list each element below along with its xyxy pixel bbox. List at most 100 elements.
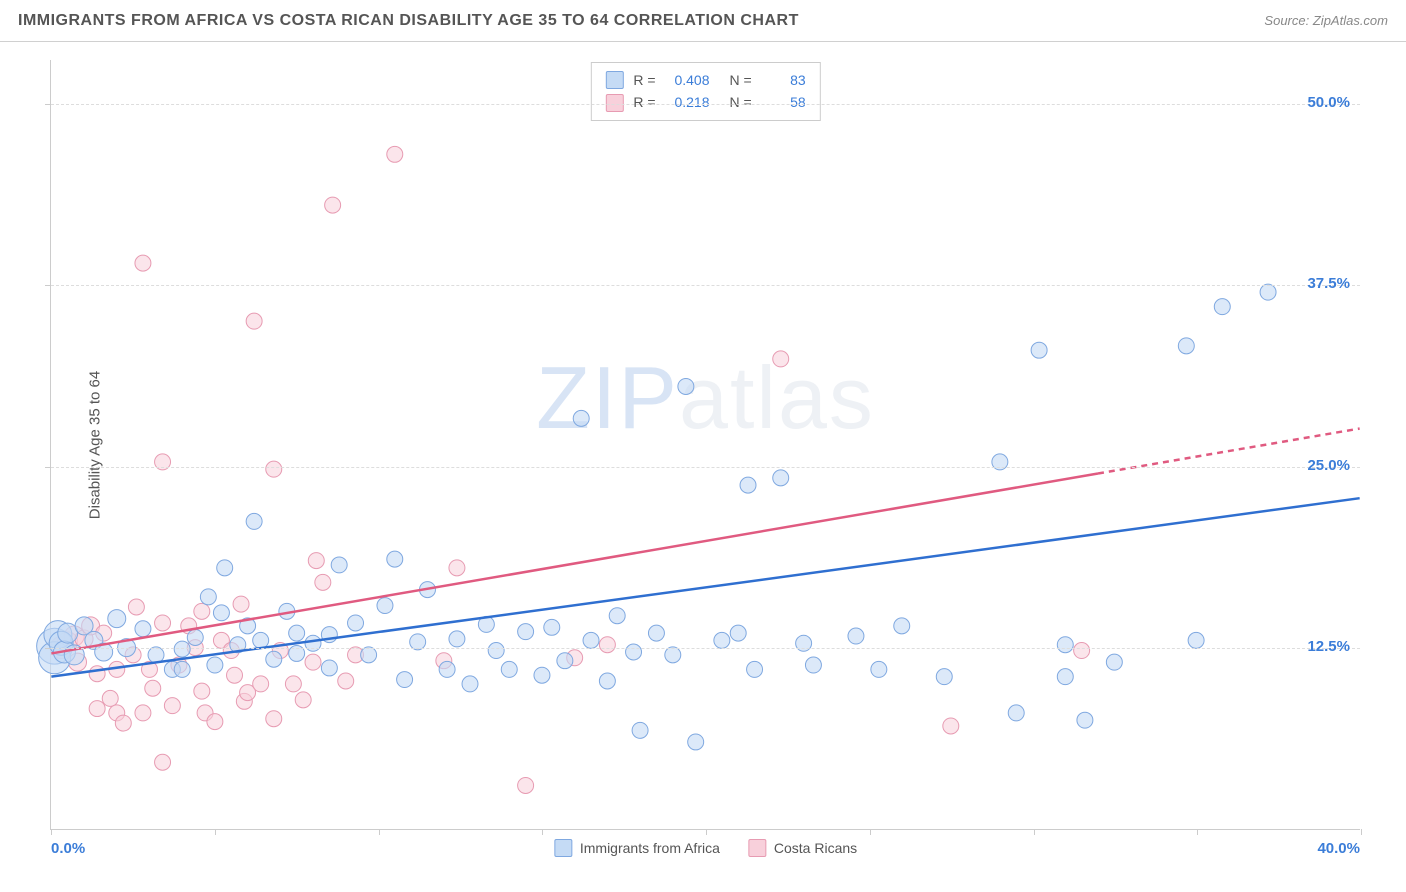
scatter-point-africa [740, 477, 756, 493]
scatter-point-africa [397, 672, 413, 688]
gridline [51, 648, 1360, 649]
scatter-point-costarica [102, 690, 118, 706]
chart-title: IMMIGRANTS FROM AFRICA VS COSTA RICAN DI… [18, 12, 799, 30]
trend-line-costarica [51, 474, 1098, 654]
scatter-point-africa [187, 629, 203, 645]
scatter-point-costarica [773, 351, 789, 367]
y-tick [45, 104, 51, 105]
stats-r-value: 0.218 [666, 91, 710, 113]
header-bar: IMMIGRANTS FROM AFRICA VS COSTA RICAN DI… [0, 0, 1406, 42]
scatter-point-africa [648, 625, 664, 641]
scatter-point-costarica [194, 683, 210, 699]
y-tick [45, 285, 51, 286]
stats-row: R =0.408N =83 [605, 69, 805, 91]
scatter-point-africa [544, 619, 560, 635]
x-tick [706, 829, 707, 835]
scatter-point-costarica [89, 666, 105, 682]
scatter-point-costarica [305, 654, 321, 670]
scatter-point-africa [714, 632, 730, 648]
scatter-point-africa [1214, 299, 1230, 315]
scatter-point-costarica [308, 553, 324, 569]
scatter-point-costarica [227, 667, 243, 683]
source-attribution: Source: ZipAtlas.com [1264, 13, 1388, 28]
scatter-point-africa [1057, 669, 1073, 685]
scatter-point-africa [200, 589, 216, 605]
scatter-point-costarica [164, 698, 180, 714]
scatter-point-africa [894, 618, 910, 634]
scatter-point-costarica [387, 146, 403, 162]
x-tick [215, 829, 216, 835]
x-tick [870, 829, 871, 835]
scatter-point-africa [599, 673, 615, 689]
scatter-point-africa [730, 625, 746, 641]
scatter-point-costarica [207, 714, 223, 730]
x-tick [1034, 829, 1035, 835]
stats-row: R =0.218N =58 [605, 91, 805, 113]
scatter-point-africa [266, 651, 282, 667]
stats-swatch [605, 94, 623, 112]
y-tick-label: 37.5% [1307, 275, 1350, 292]
scatter-point-africa [108, 610, 126, 628]
scatter-point-africa [1106, 654, 1122, 670]
scatter-point-africa [348, 615, 364, 631]
chart-svg [51, 60, 1360, 829]
stats-r-value: 0.408 [666, 69, 710, 91]
scatter-point-africa [488, 643, 504, 659]
scatter-point-africa [1077, 712, 1093, 728]
legend-item: Immigrants from Africa [554, 839, 720, 857]
scatter-point-africa [518, 624, 534, 640]
plot-area: Disability Age 35 to 64 ZIPatlas R =0.40… [50, 60, 1360, 830]
scatter-point-costarica [315, 574, 331, 590]
scatter-point-africa [573, 410, 589, 426]
legend-swatch [748, 839, 766, 857]
scatter-point-africa [609, 608, 625, 624]
stats-n-value: 83 [762, 69, 806, 91]
scatter-point-costarica [194, 603, 210, 619]
scatter-point-africa [217, 560, 233, 576]
x-tick [379, 829, 380, 835]
scatter-point-costarica [285, 676, 301, 692]
scatter-point-africa [449, 631, 465, 647]
scatter-point-costarica [233, 596, 249, 612]
scatter-point-africa [462, 676, 478, 692]
y-tick-label: 12.5% [1307, 638, 1350, 655]
legend-item: Costa Ricans [748, 839, 857, 857]
scatter-point-costarica [135, 705, 151, 721]
scatter-point-africa [1260, 284, 1276, 300]
scatter-point-costarica [128, 599, 144, 615]
scatter-point-costarica [325, 197, 341, 213]
x-tick [1197, 829, 1198, 835]
scatter-point-africa [688, 734, 704, 750]
scatter-point-africa [321, 660, 337, 676]
scatter-point-costarica [246, 313, 262, 329]
stats-n-value: 58 [762, 91, 806, 113]
scatter-point-costarica [518, 777, 534, 793]
x-tick [1361, 829, 1362, 835]
scatter-point-africa [213, 605, 229, 621]
x-tick [51, 829, 52, 835]
scatter-point-costarica [943, 718, 959, 734]
scatter-point-africa [439, 661, 455, 677]
scatter-point-costarica [155, 615, 171, 631]
stats-box: R =0.408N =83R =0.218N =58 [590, 62, 820, 121]
scatter-point-africa [626, 644, 642, 660]
gridline [51, 285, 1360, 286]
x-axis-max-label: 40.0% [1317, 840, 1360, 857]
stats-r-label: R = [633, 91, 655, 113]
scatter-point-costarica [1074, 643, 1090, 659]
scatter-point-africa [848, 628, 864, 644]
scatter-point-africa [773, 470, 789, 486]
scatter-point-africa [1178, 338, 1194, 354]
scatter-point-costarica [295, 692, 311, 708]
source-link[interactable]: ZipAtlas.com [1313, 13, 1388, 28]
scatter-point-costarica [449, 560, 465, 576]
scatter-point-costarica [266, 461, 282, 477]
scatter-point-costarica [135, 255, 151, 271]
scatter-point-africa [1188, 632, 1204, 648]
gridline [51, 104, 1360, 105]
y-tick [45, 648, 51, 649]
x-axis-min-label: 0.0% [51, 840, 85, 857]
scatter-point-africa [871, 661, 887, 677]
scatter-point-costarica [599, 637, 615, 653]
x-tick [542, 829, 543, 835]
